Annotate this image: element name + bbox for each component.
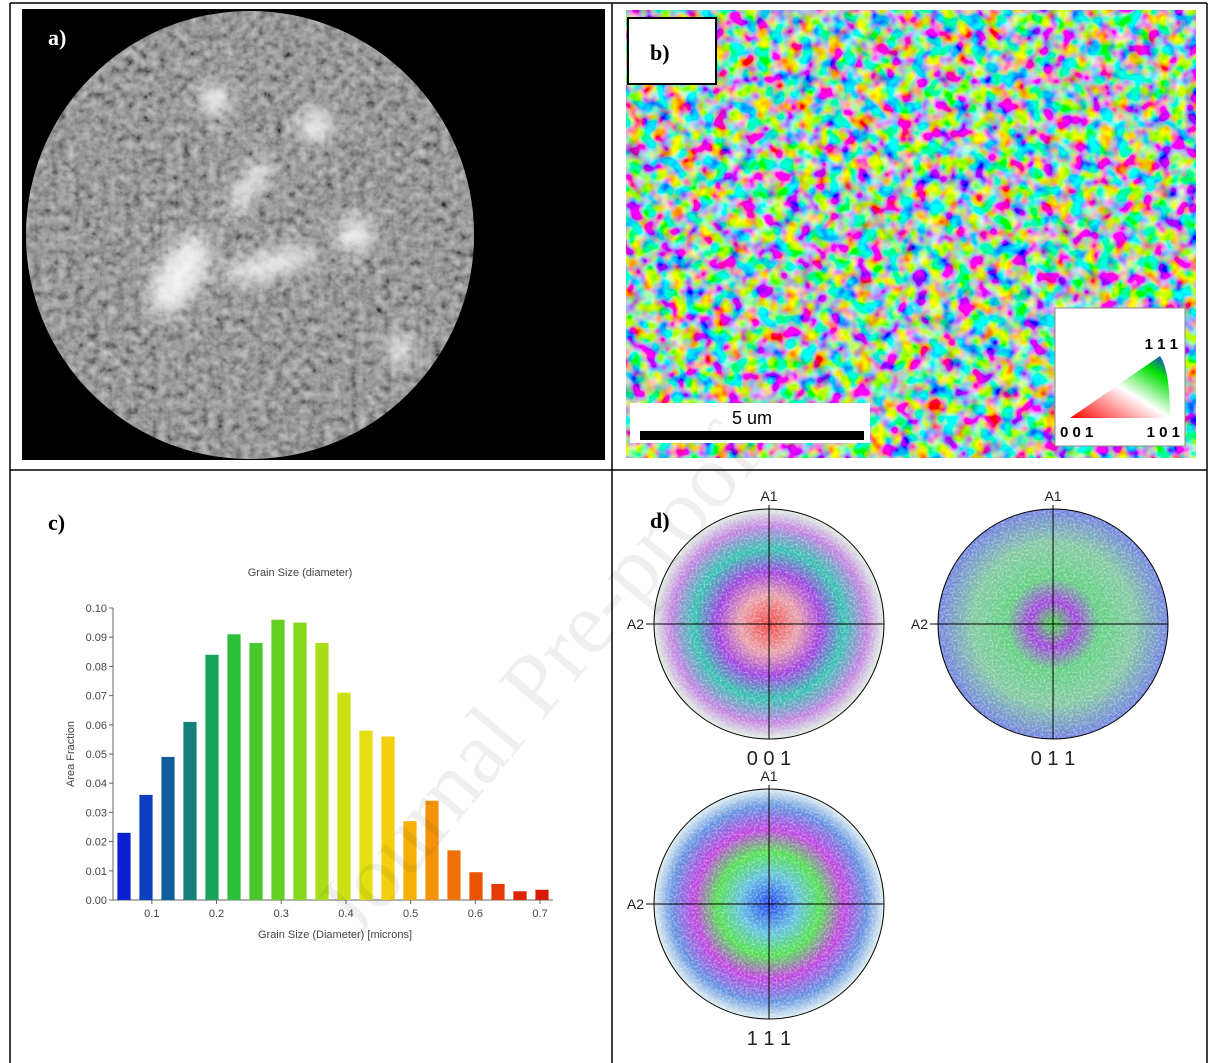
chart-title: Grain Size (diameter) — [248, 567, 353, 579]
pole-axis-label: A1 — [760, 768, 777, 784]
x-tick-label: 0.7 — [532, 908, 547, 920]
panel-label: b) — [650, 40, 670, 65]
pole-figure-name: 1 1 1 — [747, 1028, 791, 1050]
pole-axis-label: A1 — [1044, 488, 1061, 504]
x-tick-label: 0.2 — [209, 908, 224, 920]
pole-axis-label: A1 — [760, 488, 777, 504]
x-tick-label: 0.6 — [468, 908, 483, 920]
y-tick-label: 0.03 — [86, 807, 107, 819]
bar — [469, 872, 482, 900]
ipf-label: 1 0 1 — [1147, 424, 1180, 441]
bar — [139, 795, 152, 900]
ipf-label: 1 1 1 — [1145, 336, 1178, 353]
y-tick-label: 0.04 — [86, 778, 107, 790]
panel-label: a) — [48, 25, 66, 50]
pole-axis-label: A2 — [627, 896, 644, 912]
y-tick-label: 0.08 — [86, 661, 107, 673]
pole-axis-label: A2 — [911, 616, 928, 632]
pole-figure-name: 0 0 1 — [747, 748, 791, 770]
bar — [227, 634, 240, 900]
y-tick-label: 0.10 — [86, 603, 107, 615]
bar — [271, 620, 284, 900]
y-axis-label: Area Fraction — [65, 721, 77, 787]
bar — [249, 643, 262, 900]
y-tick-label: 0.07 — [86, 691, 107, 703]
bar — [513, 891, 526, 900]
panel-label: c) — [48, 510, 65, 535]
y-tick-label: 0.06 — [86, 720, 107, 732]
panel-b: b) 5 um 1 1 1 0 0 1 1 0 1 — [626, 10, 1196, 458]
figure: a) b) 5 um 1 1 1 0 0 1 1 0 1 c) Grain Si… — [0, 0, 1213, 1063]
bar — [293, 623, 306, 900]
y-tick-label: 0.09 — [86, 632, 107, 644]
x-tick-label: 0.1 — [144, 908, 159, 920]
bar — [117, 833, 130, 900]
ipf-label: 0 0 1 — [1060, 424, 1093, 441]
bar — [205, 655, 218, 900]
y-tick-label: 0.00 — [86, 895, 107, 907]
bar — [161, 757, 174, 900]
bar — [183, 722, 196, 900]
bar — [535, 890, 548, 900]
x-tick-label: 0.3 — [274, 908, 289, 920]
y-tick-label: 0.05 — [86, 749, 107, 761]
bar — [491, 884, 504, 900]
y-tick-label: 0.01 — [86, 866, 107, 878]
panel-a: a) — [22, 9, 605, 460]
pole-figure-name: 0 1 1 — [1031, 748, 1075, 770]
scale-bar-label: 5 um — [732, 408, 772, 428]
y-tick-label: 0.02 — [86, 837, 107, 849]
